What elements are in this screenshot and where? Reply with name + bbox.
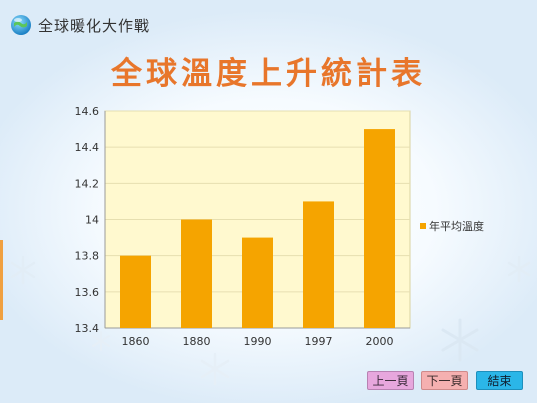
legend-label: 年平均溫度 (429, 220, 484, 233)
globe-icon (11, 15, 31, 35)
x-tick-label: 1880 (183, 335, 211, 348)
app-header: 全球暖化大作戰 (10, 12, 150, 38)
bar (364, 129, 395, 328)
y-tick-label: 13.4 (75, 322, 100, 335)
bar (181, 219, 212, 328)
left-edge-accent (0, 240, 3, 320)
y-tick-label: 14.4 (75, 141, 100, 154)
x-tick-label: 1860 (122, 335, 150, 348)
snowflake-icon (200, 352, 230, 386)
bar (120, 255, 151, 328)
prev-page-button[interactable]: 上一頁 (367, 371, 414, 390)
x-tick-label: 1997 (305, 335, 333, 348)
snowflake-icon (10, 255, 36, 285)
snowflake-icon (441, 318, 479, 362)
x-tick-label: 2000 (366, 335, 394, 348)
y-tick-label: 14 (85, 214, 99, 227)
snowflake-icon (92, 331, 110, 351)
legend-swatch (420, 223, 426, 229)
y-tick-label: 13.6 (75, 286, 100, 299)
bar (303, 201, 334, 328)
y-tick-label: 14.6 (75, 105, 100, 118)
bar (242, 237, 273, 328)
y-tick-label: 13.8 (75, 250, 100, 263)
slide-title: 全球溫度上升統計表 (111, 56, 426, 92)
x-tick-label: 1990 (244, 335, 272, 348)
app-title: 全球暖化大作戰 (38, 16, 151, 35)
y-tick-label: 14.2 (75, 177, 100, 190)
next-page-button[interactable]: 下一頁 (421, 371, 468, 390)
chart-legend: 年平均溫度 (420, 218, 484, 234)
end-button[interactable]: 結束 (476, 371, 523, 390)
snowflake-icon (507, 255, 531, 283)
